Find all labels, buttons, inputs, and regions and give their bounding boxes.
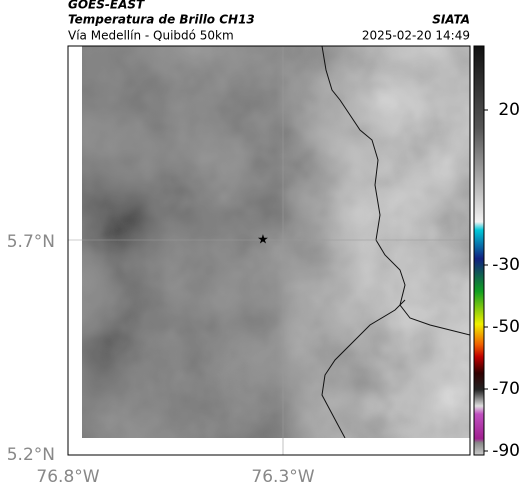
colorbar-ticks: 20 -30 -50 -70 -90 xyxy=(484,100,520,461)
border-line xyxy=(321,299,406,438)
lon-label: 76.8°W xyxy=(36,467,99,487)
lat-label: 5.2°N xyxy=(7,445,55,465)
colorbar-tick-label: -90 xyxy=(492,441,520,461)
colorbar xyxy=(473,45,485,456)
subtitle: Vía Medellín - Quibdó 50km xyxy=(68,29,234,43)
product-title: Temperatura de Brillo CH13 xyxy=(68,13,255,27)
lon-label: 76.3°W xyxy=(251,467,314,487)
source-title: GOES-EAST xyxy=(68,0,145,12)
colorbar-tick-label: -30 xyxy=(492,255,520,275)
colorbar-tick-label: -50 xyxy=(492,317,520,337)
lat-label: 5.7°N xyxy=(7,232,55,252)
colorbar-tick-label: -70 xyxy=(492,379,520,399)
datetime: 2025-02-20 14:49 xyxy=(362,29,470,43)
satellite-image xyxy=(82,46,470,438)
image-shading xyxy=(82,46,470,438)
location-marker: ★ xyxy=(257,233,269,248)
map-frame xyxy=(67,45,471,456)
border-line xyxy=(321,46,470,336)
cold-cloud xyxy=(82,222,96,274)
colorbar-tick-label: 20 xyxy=(498,100,520,120)
org-label: SIATA xyxy=(432,13,470,27)
